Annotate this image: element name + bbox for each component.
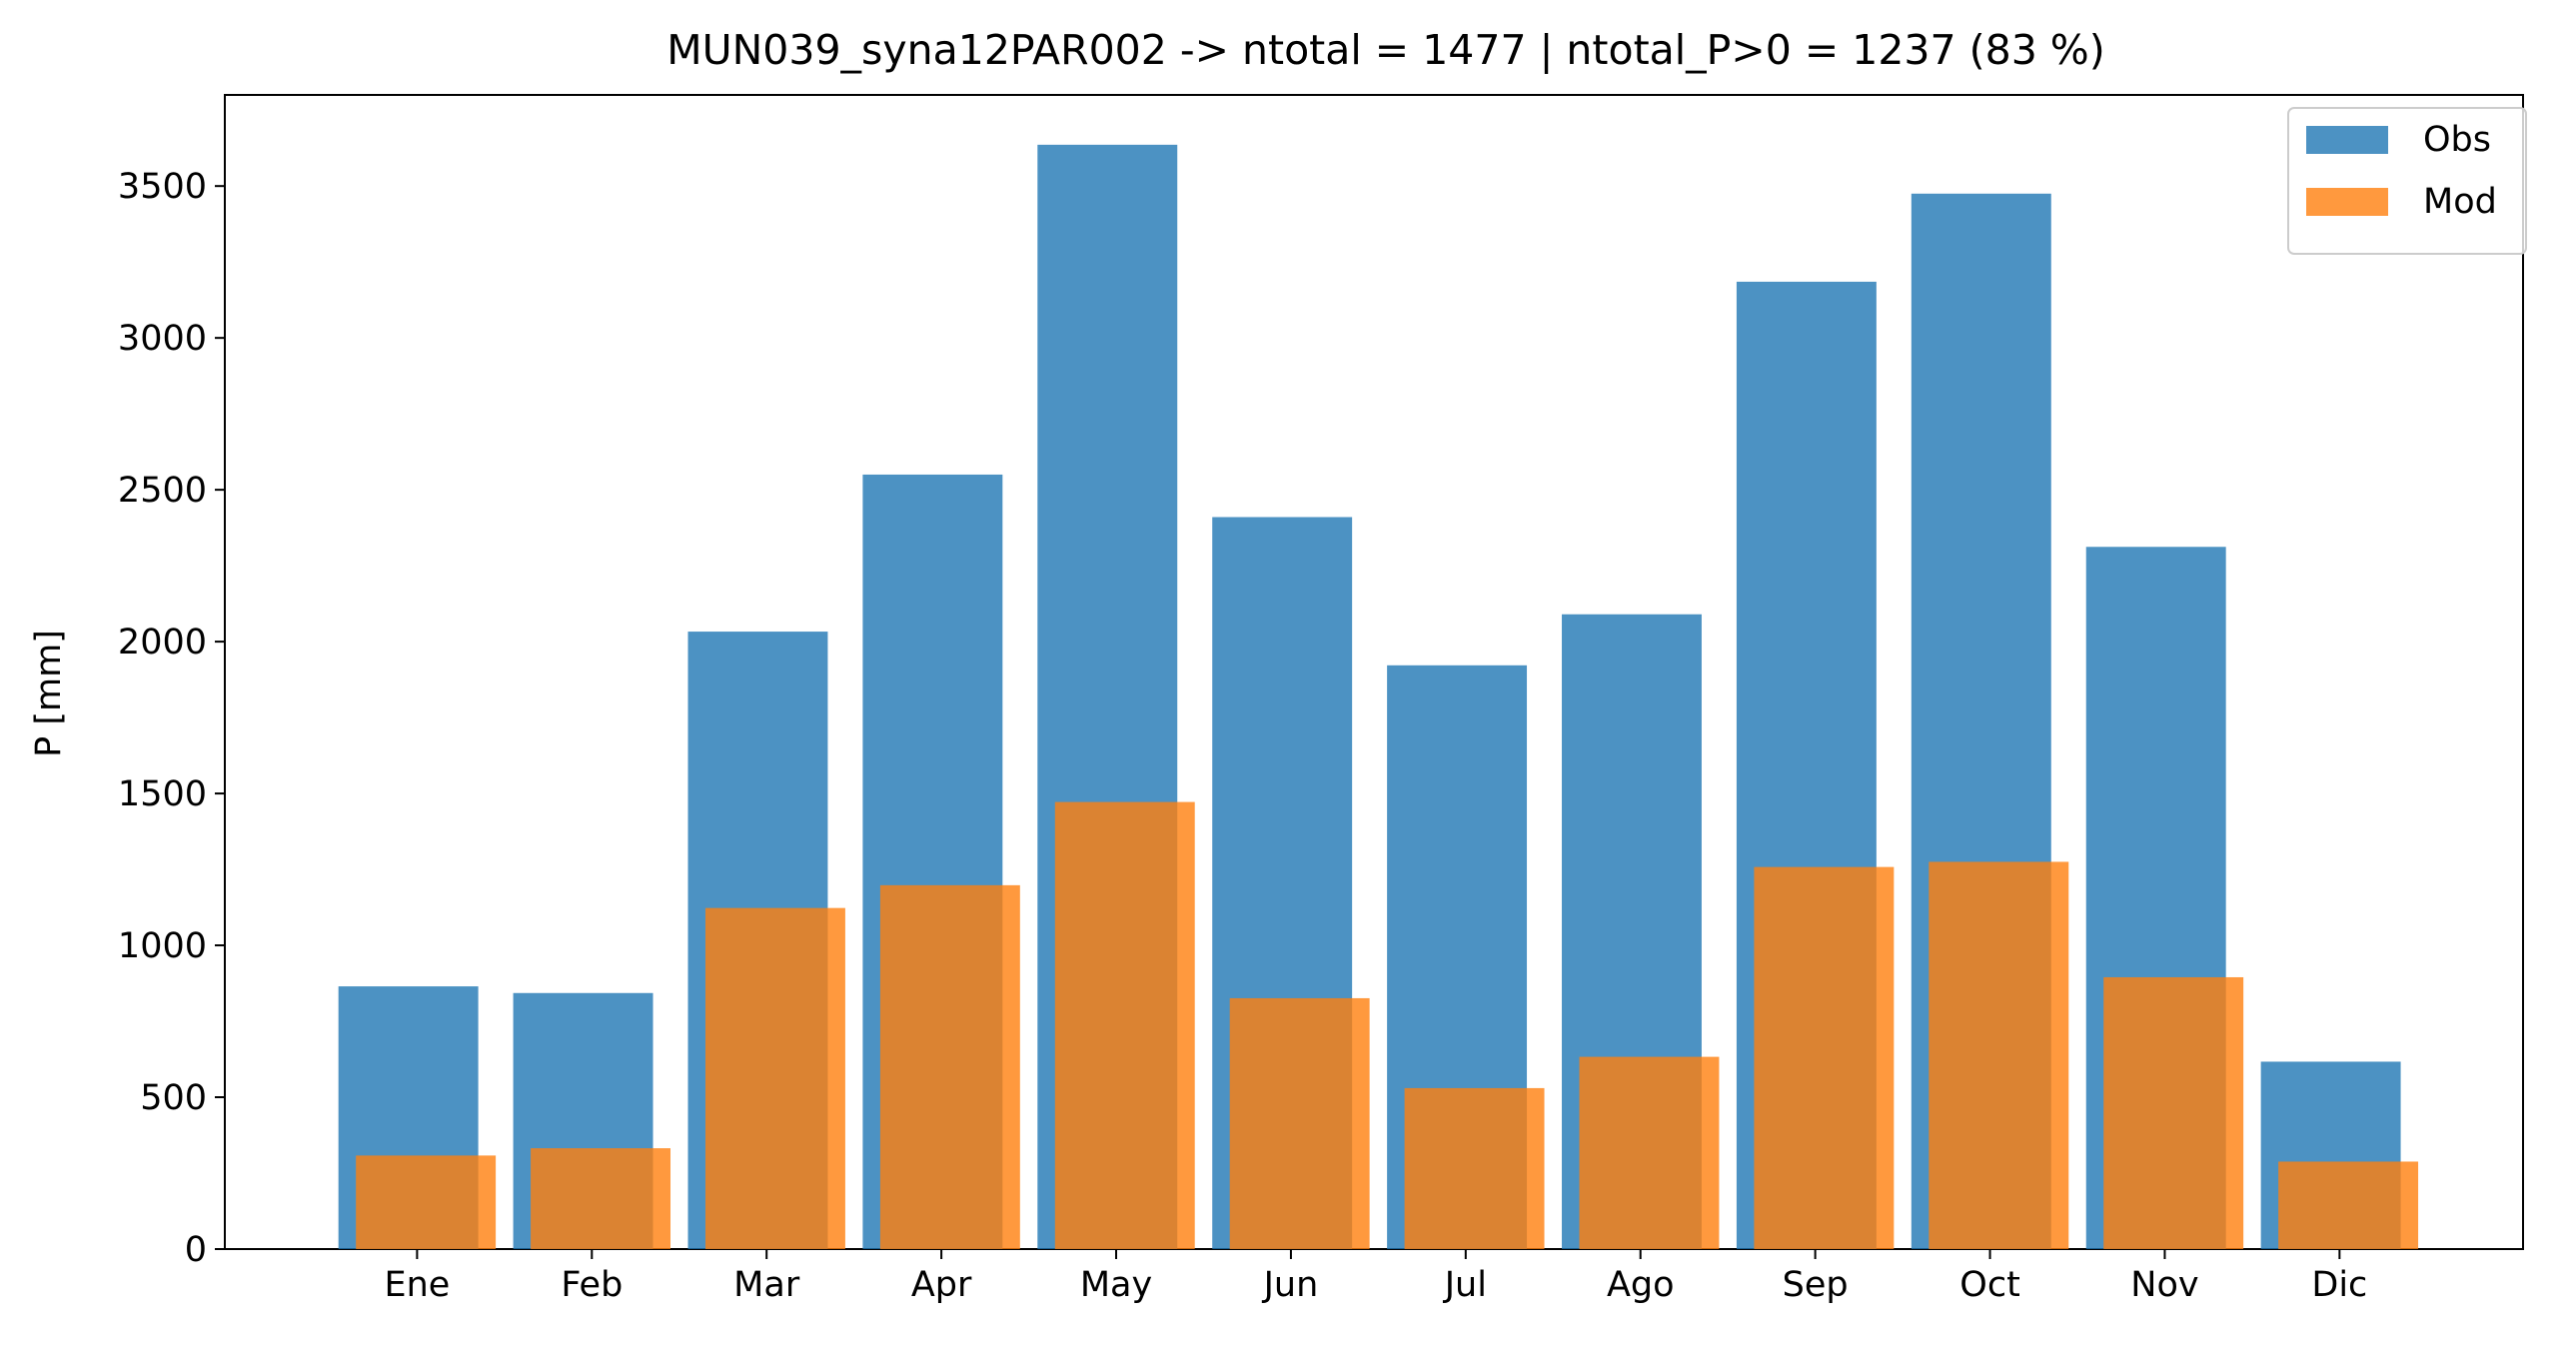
x-tick-label: Jul	[1443, 1265, 1487, 1305]
x-tick-label: Feb	[561, 1265, 623, 1305]
x-tick-label: Apr	[911, 1265, 972, 1305]
y-tick-label: 2000	[118, 623, 207, 663]
y-tick-label: 500	[140, 1078, 207, 1118]
bar-mod-feb	[531, 1148, 671, 1249]
legend-swatch-obs	[2306, 126, 2388, 154]
legend-label-obs: Obs	[2423, 120, 2491, 160]
y-axis: 0 500 1000 1500 2000 2500 3000 3500	[118, 167, 225, 1270]
bar-mod-mar	[704, 907, 845, 1249]
bar-mod-dic	[2278, 1161, 2419, 1249]
x-tick-label: May	[1080, 1265, 1152, 1305]
y-axis-label: P [mm]	[29, 630, 69, 757]
bar-mod-apr	[879, 884, 1020, 1249]
x-tick-label: Dic	[2311, 1265, 2367, 1305]
bar-mod-may	[1054, 801, 1195, 1249]
y-tick-label: 0	[185, 1230, 207, 1270]
x-tick-label: Jun	[1262, 1265, 1319, 1305]
plot-frame	[224, 94, 2524, 1250]
x-tick-label: Ago	[1607, 1265, 1675, 1305]
x-tick-label: Oct	[1959, 1265, 2020, 1305]
bars	[338, 144, 2419, 1250]
bar-mod-jun	[1229, 997, 1370, 1249]
y-tick-label: 2500	[118, 471, 207, 511]
y-tick-label: 3500	[118, 167, 207, 207]
x-tick-label: Nov	[2130, 1265, 2198, 1305]
legend: Obs Mod	[2287, 107, 2527, 255]
bar-mod-sep	[1754, 866, 1895, 1249]
legend-swatch-mod	[2306, 188, 2388, 216]
legend-label-mod: Mod	[2423, 182, 2497, 222]
bar-mod-ene	[356, 1155, 497, 1249]
y-tick-label: 1000	[118, 926, 207, 966]
bar-mod-jul	[1404, 1087, 1545, 1249]
x-tick-label: Mar	[733, 1265, 800, 1305]
x-tick-label: Ene	[384, 1265, 450, 1305]
x-axis: Ene Feb Mar Apr May Jun Jul Ago Sep Oct Nov Dic	[384, 1249, 2367, 1305]
bar-mod-ago	[1579, 1056, 1720, 1249]
y-tick-label: 1500	[118, 774, 207, 814]
chart-title: MUN039_syna12PAR002 -> ntotal = 1477 | n…	[666, 26, 2105, 74]
bar-mod-oct	[1929, 861, 2069, 1249]
bar-mod-nov	[2103, 976, 2244, 1249]
y-tick-label: 3000	[118, 319, 207, 359]
x-tick-label: Sep	[1783, 1265, 1849, 1305]
